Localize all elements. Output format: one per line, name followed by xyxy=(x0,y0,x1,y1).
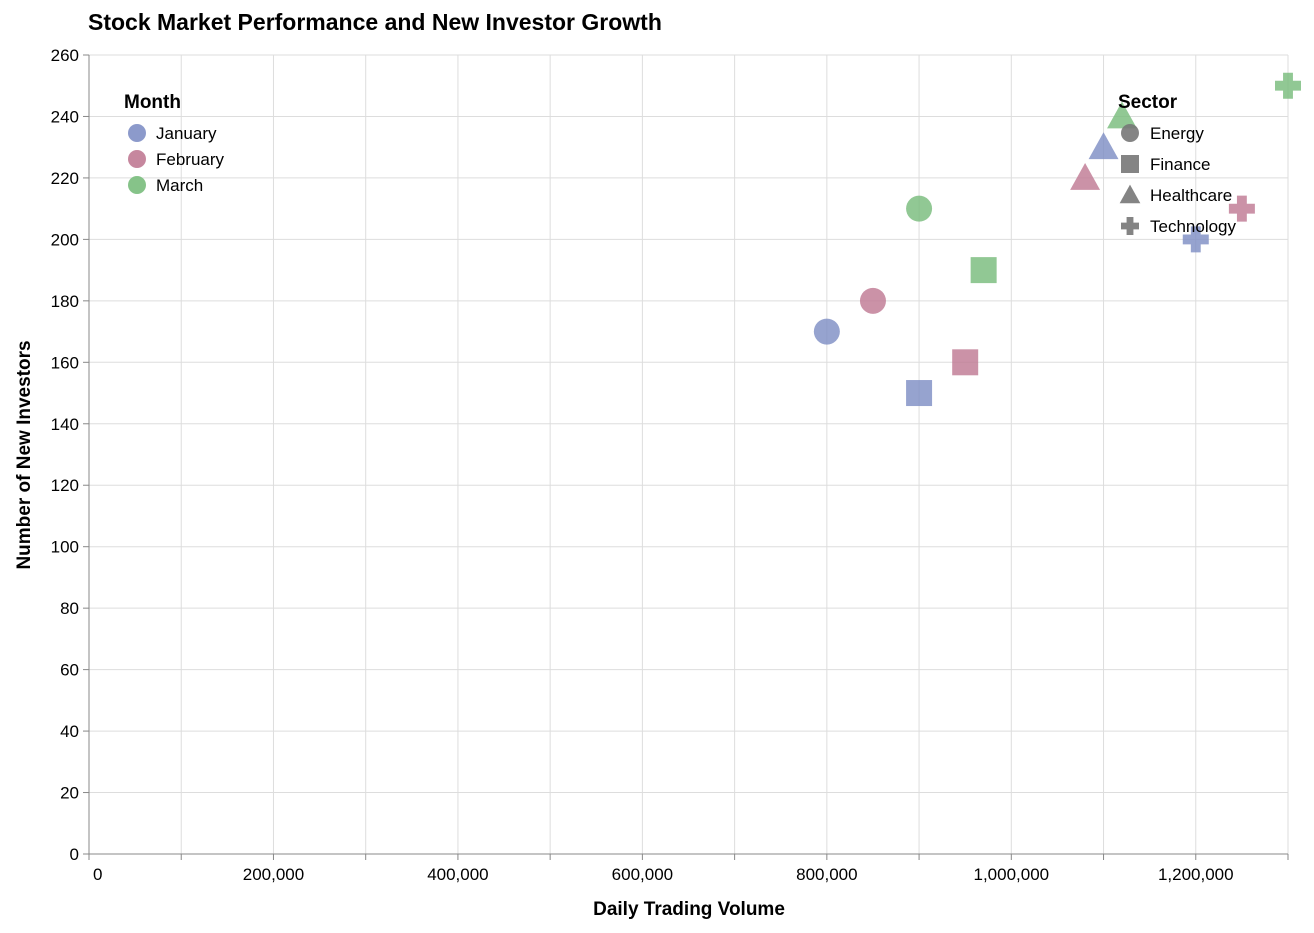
y-tick-label: 100 xyxy=(51,538,79,557)
point-february-finance xyxy=(952,349,979,376)
grid xyxy=(88,54,1289,855)
y-tick-label: 220 xyxy=(51,169,79,188)
sector-legend-swatch xyxy=(1119,184,1141,204)
point-march-healthcare xyxy=(1107,101,1137,129)
month-legend-swatch xyxy=(128,176,146,194)
y-tick-label: 80 xyxy=(60,599,79,618)
x-tick-label: 800,000 xyxy=(796,865,857,884)
point-january-finance xyxy=(906,380,933,407)
x-tick-label: 600,000 xyxy=(612,865,673,884)
sector-legend-title: Sector xyxy=(1118,92,1178,113)
point-january-healthcare xyxy=(1088,132,1119,160)
y-tick-label: 60 xyxy=(60,661,79,680)
sector-legend-label: Finance xyxy=(1150,155,1210,174)
x-tick-label: 1,200,000 xyxy=(1158,865,1234,884)
x-tick-label: 0 xyxy=(93,865,102,884)
y-tick-label: 180 xyxy=(51,292,79,311)
point-march-finance xyxy=(970,257,997,284)
y-tick-label: 260 xyxy=(51,46,79,65)
chart-title: Stock Market Performance and New Investo… xyxy=(88,9,662,35)
x-tick-label: 1,000,000 xyxy=(973,865,1049,884)
sector-legend-swatch xyxy=(1121,124,1139,142)
y-tick-label: 0 xyxy=(70,845,79,864)
x-tick-label: 400,000 xyxy=(427,865,488,884)
sector-legend-label: Technology xyxy=(1150,217,1237,236)
sector-legend-swatch xyxy=(1121,217,1139,235)
point-february-healthcare xyxy=(1070,162,1101,190)
x-axis-title: Daily Trading Volume xyxy=(593,899,785,920)
month-legend-swatch xyxy=(128,124,146,142)
y-tick-label: 40 xyxy=(60,722,79,741)
legends: Month January February March Sector Energy Fin… xyxy=(124,92,1237,236)
month-legend-label: March xyxy=(156,176,203,195)
point-march-energy xyxy=(906,195,933,222)
sector-legend-label: Energy xyxy=(1150,124,1204,143)
y-axis-title: Number of New Investors xyxy=(14,340,35,569)
month-legend-label: February xyxy=(156,150,225,169)
point-january-technology xyxy=(1182,226,1209,253)
y-tick-label: 200 xyxy=(51,230,79,249)
y-tick-label: 240 xyxy=(51,107,79,126)
month-legend-title: Month xyxy=(124,92,181,113)
sector-legend-label: Healthcare xyxy=(1150,186,1232,205)
data-points xyxy=(813,72,1301,407)
sector-legend-swatch xyxy=(1121,155,1139,173)
y-tick-label: 160 xyxy=(51,353,79,372)
point-february-energy xyxy=(859,287,886,314)
month-legend-label: January xyxy=(156,124,217,143)
point-february-technology xyxy=(1228,195,1255,222)
axes: 0 20 40 60 80 100 120 140 160 180 200 220 240 260 0 200… xyxy=(51,46,1289,884)
point-january-energy xyxy=(813,318,840,345)
y-tick-label: 140 xyxy=(51,415,79,434)
month-legend-swatch xyxy=(128,150,146,168)
point-march-technology xyxy=(1275,72,1301,99)
x-tick-label: 200,000 xyxy=(243,865,304,884)
y-tick-label: 20 xyxy=(60,784,79,803)
y-tick-label: 120 xyxy=(51,476,79,495)
